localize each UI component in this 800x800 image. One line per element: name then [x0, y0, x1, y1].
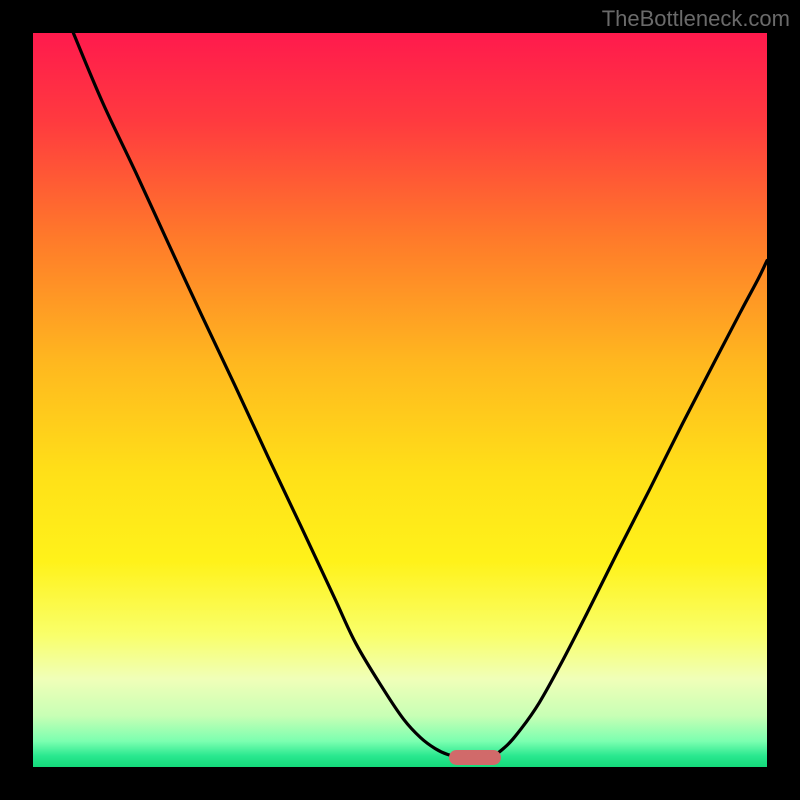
chart-curve [33, 33, 767, 767]
chart-optimum-marker [449, 750, 500, 765]
watermark-text: TheBottleneck.com [602, 6, 790, 32]
chart-plot-area [33, 33, 767, 767]
